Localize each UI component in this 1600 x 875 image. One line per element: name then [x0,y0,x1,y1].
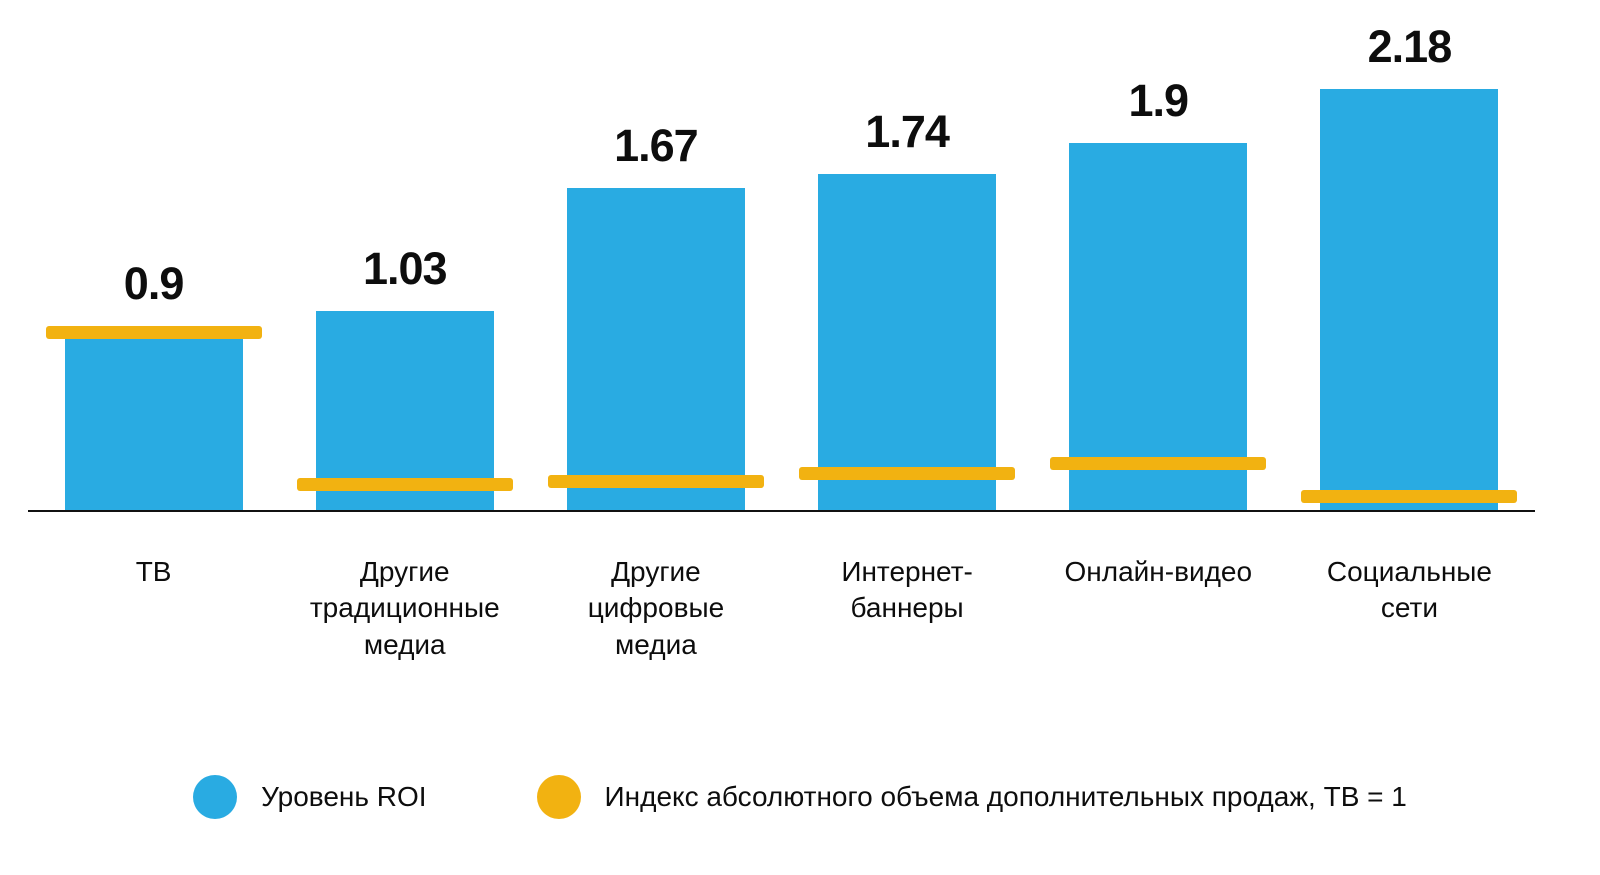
bar-column: 1.03 [279,0,530,510]
bars-container: 0.9 1.03 1.67 1.74 1.9 2.18 [28,0,1535,512]
bar-value-label: 1.67 [614,119,699,171]
bar-value-label: 2.18 [1367,21,1453,73]
bar-column: 1.67 [530,0,781,510]
roi-legend-dot-icon [193,775,238,819]
bar-value-label: 1.9 [1128,75,1189,127]
sales-index-marker [547,474,764,488]
category-label: Интернет- баннеры [841,556,973,624]
roi-bar [566,187,745,510]
bar-column: 1.9 [1033,0,1284,510]
roi-bar [1320,89,1499,510]
bar-value-label: 0.9 [123,257,185,309]
sales-index-marker [799,466,1016,480]
category-label: Онлайн-видео [1064,556,1253,587]
category-labels: ТВ Другие традиционные медиа Другие цифров… [28,512,1535,663]
category-label: Другие цифровые медиа [587,556,725,660]
legend-item-sales-index: Индекс абсолютного объема дополнительных… [536,775,1407,819]
bar-column: 0.9 [28,0,279,510]
roi-bar-chart: 0.9 1.03 1.67 1.74 1.9 2.18 ТВ Другие традицио… [28,0,1535,663]
roi-bar [818,174,997,510]
sales-index-marker [296,478,513,492]
sales-index-marker [1301,490,1518,503]
sales-index-marker [1050,457,1267,471]
roi-bar [315,311,494,510]
roi-legend-label: Уровень ROI [261,781,427,812]
roi-bar [64,336,243,510]
sales-index-legend-label: Индекс абсолютного объема дополнительных… [604,781,1407,812]
bar-column: 1.74 [782,0,1033,510]
category-label: Социальные сети [1326,556,1493,624]
sales-index-legend-dot-icon [536,775,581,819]
roi-bar [1069,143,1248,510]
category-label: Другие традиционные медиа [309,556,500,660]
bar-value-label: 1.03 [362,243,448,295]
bar-value-label: 1.74 [865,106,950,158]
legend-item-roi: Уровень ROI [193,775,427,819]
legend: Уровень ROI Индекс абсолютного объема до… [0,775,1600,819]
category-label: ТВ [135,556,172,587]
bar-column: 2.18 [1284,0,1535,510]
sales-index-marker [45,325,262,339]
